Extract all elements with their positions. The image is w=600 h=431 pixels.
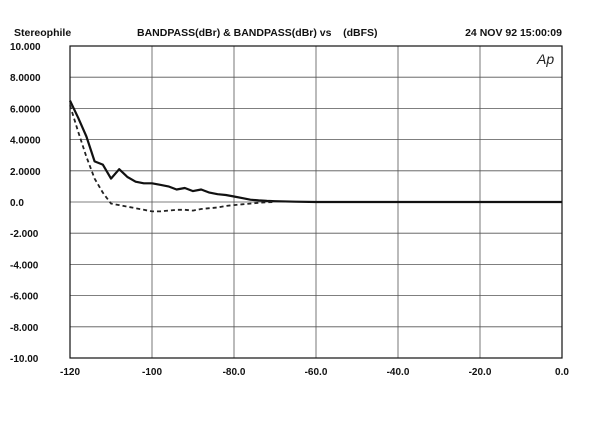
ap-logo: Ap — [536, 51, 554, 67]
x-tick-labels: -120 -100 -80.0 -60.0 -40.0 -20.0 0.0 — [60, 367, 569, 378]
y-tick-label: 6.0000 — [10, 104, 41, 115]
x-tick-label: -60.0 — [305, 367, 328, 378]
header-left: Stereophile — [14, 27, 71, 39]
x-tick-label: -100 — [142, 367, 162, 378]
y-tick-label: -6.000 — [10, 292, 39, 303]
y-tick-label: 8.0000 — [10, 73, 41, 84]
x-tick-label: -80.0 — [223, 367, 246, 378]
y-tick-label: 0.0 — [10, 198, 24, 209]
y-tick-label: 4.0000 — [10, 136, 41, 147]
x-tick-label: -20.0 — [469, 367, 492, 378]
x-tick-label: -120 — [60, 367, 80, 378]
header-center: BANDPASS(dBr) & BANDPASS(dBr) vs (dBFS) — [137, 27, 378, 39]
y-tick-label: -8.000 — [10, 323, 39, 334]
y-tick-labels: 10.000 8.0000 6.0000 4.0000 2.0000 0.0 -2.000 -… — [10, 42, 41, 365]
series-layer — [69, 100, 562, 213]
y-tick-label: 2.0000 — [10, 167, 41, 178]
y-tick-label: -2.000 — [10, 229, 39, 240]
header-timestamp: 24 NOV 92 15:00:09 — [465, 27, 562, 39]
y-tick-label: 10.000 — [10, 42, 41, 53]
x-tick-label: 0.0 — [555, 367, 569, 378]
y-tick-label: -10.00 — [10, 354, 39, 365]
series-line-1-solid — [69, 100, 562, 204]
x-tick-label: -40.0 — [387, 367, 410, 378]
y-tick-label: -4.000 — [10, 260, 39, 271]
series-line-2-dashed — [69, 105, 276, 213]
